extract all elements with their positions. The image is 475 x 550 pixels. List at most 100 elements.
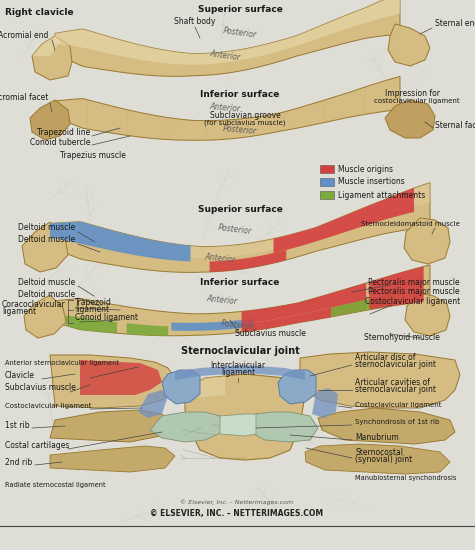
Text: Shaft body: Shaft body bbox=[174, 17, 216, 26]
Text: Sternocostal: Sternocostal bbox=[355, 448, 403, 457]
Text: (for subclavius muscle): (for subclavius muscle) bbox=[204, 120, 286, 127]
Text: sternoclavicular joint: sternoclavicular joint bbox=[355, 360, 436, 369]
Polygon shape bbox=[209, 250, 286, 272]
Text: Anterior: Anterior bbox=[209, 102, 241, 114]
Polygon shape bbox=[50, 183, 430, 272]
Text: Deltoid muscle: Deltoid muscle bbox=[18, 278, 75, 287]
Polygon shape bbox=[32, 36, 60, 56]
Polygon shape bbox=[50, 355, 175, 408]
Polygon shape bbox=[185, 374, 305, 460]
Text: Trapezius muscle: Trapezius muscle bbox=[60, 151, 126, 160]
Text: Manubrium: Manubrium bbox=[355, 433, 399, 442]
Polygon shape bbox=[32, 36, 72, 80]
Text: Posterior: Posterior bbox=[218, 223, 252, 236]
Polygon shape bbox=[55, 0, 400, 65]
Text: Clavicle: Clavicle bbox=[5, 371, 35, 380]
Polygon shape bbox=[66, 315, 117, 333]
Text: Sternocleidomastoid muscle: Sternocleidomastoid muscle bbox=[361, 221, 460, 227]
Polygon shape bbox=[300, 352, 460, 408]
Text: Anterior: Anterior bbox=[206, 294, 238, 306]
Text: Deltoid muscle: Deltoid muscle bbox=[18, 290, 75, 299]
Text: Trapezoid: Trapezoid bbox=[75, 298, 112, 307]
Polygon shape bbox=[24, 295, 66, 338]
Bar bbox=[320, 165, 334, 173]
Polygon shape bbox=[388, 24, 430, 66]
Text: Superior surface: Superior surface bbox=[198, 5, 283, 14]
Text: Articular disc of: Articular disc of bbox=[355, 353, 416, 362]
Text: Right clavicle: Right clavicle bbox=[5, 8, 74, 17]
Text: Synchondrosis of 1st rib: Synchondrosis of 1st rib bbox=[355, 419, 439, 425]
Text: Costal cartilages: Costal cartilages bbox=[5, 441, 69, 450]
Text: Manubiosternal synchondrosis: Manubiosternal synchondrosis bbox=[355, 475, 456, 481]
Polygon shape bbox=[55, 0, 400, 76]
Text: 1st rib: 1st rib bbox=[5, 421, 29, 430]
Polygon shape bbox=[50, 410, 170, 442]
Text: Pectoralis major muscle: Pectoralis major muscle bbox=[369, 287, 460, 296]
Text: Deltoid muscle: Deltoid muscle bbox=[18, 223, 75, 232]
Text: Articular cavities of: Articular cavities of bbox=[355, 378, 430, 387]
Text: Posterior: Posterior bbox=[223, 26, 257, 40]
Text: Subclavian groove: Subclavian groove bbox=[209, 111, 280, 120]
Bar bbox=[320, 191, 334, 199]
Text: Inferior surface: Inferior surface bbox=[200, 278, 280, 287]
Polygon shape bbox=[30, 100, 70, 140]
Text: ligament: ligament bbox=[221, 368, 255, 377]
Text: Coracoclavicular: Coracoclavicular bbox=[2, 300, 66, 309]
Polygon shape bbox=[50, 446, 175, 472]
Text: Acromial facet: Acromial facet bbox=[0, 93, 48, 102]
Text: Posterior: Posterior bbox=[220, 319, 256, 331]
Polygon shape bbox=[242, 283, 366, 324]
Text: Costoclavicular ligament: Costoclavicular ligament bbox=[355, 402, 441, 408]
Text: Trapezoid line: Trapezoid line bbox=[37, 128, 90, 137]
Polygon shape bbox=[242, 300, 366, 332]
Text: Impression for: Impression for bbox=[385, 89, 440, 98]
Polygon shape bbox=[274, 188, 414, 253]
Text: © Elsevier, Inc. – Netterimages.com: © Elsevier, Inc. – Netterimages.com bbox=[180, 499, 294, 505]
Text: Muscle origins: Muscle origins bbox=[338, 164, 393, 173]
Polygon shape bbox=[185, 376, 225, 398]
Polygon shape bbox=[55, 76, 400, 140]
Polygon shape bbox=[138, 390, 168, 418]
Text: © ELSEVIER, INC. – NETTERIMAGES.COM: © ELSEVIER, INC. – NETTERIMAGES.COM bbox=[151, 509, 323, 518]
Text: ligament: ligament bbox=[75, 305, 109, 314]
Polygon shape bbox=[50, 183, 430, 258]
Text: Costoclavicular ligament: Costoclavicular ligament bbox=[5, 403, 92, 409]
Polygon shape bbox=[127, 323, 168, 336]
Text: Anterior: Anterior bbox=[209, 50, 241, 63]
Polygon shape bbox=[312, 388, 338, 418]
Text: Costoclavicular ligament: Costoclavicular ligament bbox=[365, 297, 460, 306]
Text: Sternal end: Sternal end bbox=[435, 19, 475, 28]
Text: Anterior: Anterior bbox=[204, 252, 236, 265]
Polygon shape bbox=[22, 222, 68, 272]
Polygon shape bbox=[370, 267, 424, 310]
Polygon shape bbox=[50, 265, 430, 336]
Polygon shape bbox=[162, 370, 200, 404]
Polygon shape bbox=[405, 293, 450, 336]
Text: Deltoid muscle: Deltoid muscle bbox=[18, 235, 75, 244]
Text: Interclavicular: Interclavicular bbox=[210, 361, 266, 370]
Text: Pectoralis major muscle: Pectoralis major muscle bbox=[369, 278, 460, 287]
Text: sternoclavicular joint: sternoclavicular joint bbox=[355, 385, 436, 394]
Text: Subclavius muscle: Subclavius muscle bbox=[235, 329, 305, 338]
Polygon shape bbox=[80, 360, 162, 395]
Text: 2nd rib: 2nd rib bbox=[5, 458, 32, 467]
Text: Subclavius muscle: Subclavius muscle bbox=[5, 383, 76, 392]
Polygon shape bbox=[385, 100, 435, 138]
Polygon shape bbox=[404, 218, 450, 264]
Polygon shape bbox=[331, 294, 392, 317]
Bar bbox=[320, 178, 334, 186]
Polygon shape bbox=[50, 222, 190, 261]
Polygon shape bbox=[175, 365, 305, 380]
Text: Inferior surface: Inferior surface bbox=[200, 90, 280, 99]
Polygon shape bbox=[318, 408, 455, 444]
Text: Anterior sternoclavicular ligament: Anterior sternoclavicular ligament bbox=[5, 360, 119, 366]
Text: Acromial end: Acromial end bbox=[0, 31, 48, 40]
Text: costoclavicular ligament: costoclavicular ligament bbox=[374, 98, 460, 104]
Text: Sternal facet: Sternal facet bbox=[435, 121, 475, 130]
Text: Sternoclavicular joint: Sternoclavicular joint bbox=[180, 346, 299, 356]
Polygon shape bbox=[305, 444, 450, 474]
Text: (synovial) joint: (synovial) joint bbox=[355, 455, 412, 464]
Text: Radiate sternocostal ligament: Radiate sternocostal ligament bbox=[5, 482, 105, 488]
Text: Conoid tubercle: Conoid tubercle bbox=[29, 138, 90, 147]
Text: Muscle insertions: Muscle insertions bbox=[338, 178, 405, 186]
